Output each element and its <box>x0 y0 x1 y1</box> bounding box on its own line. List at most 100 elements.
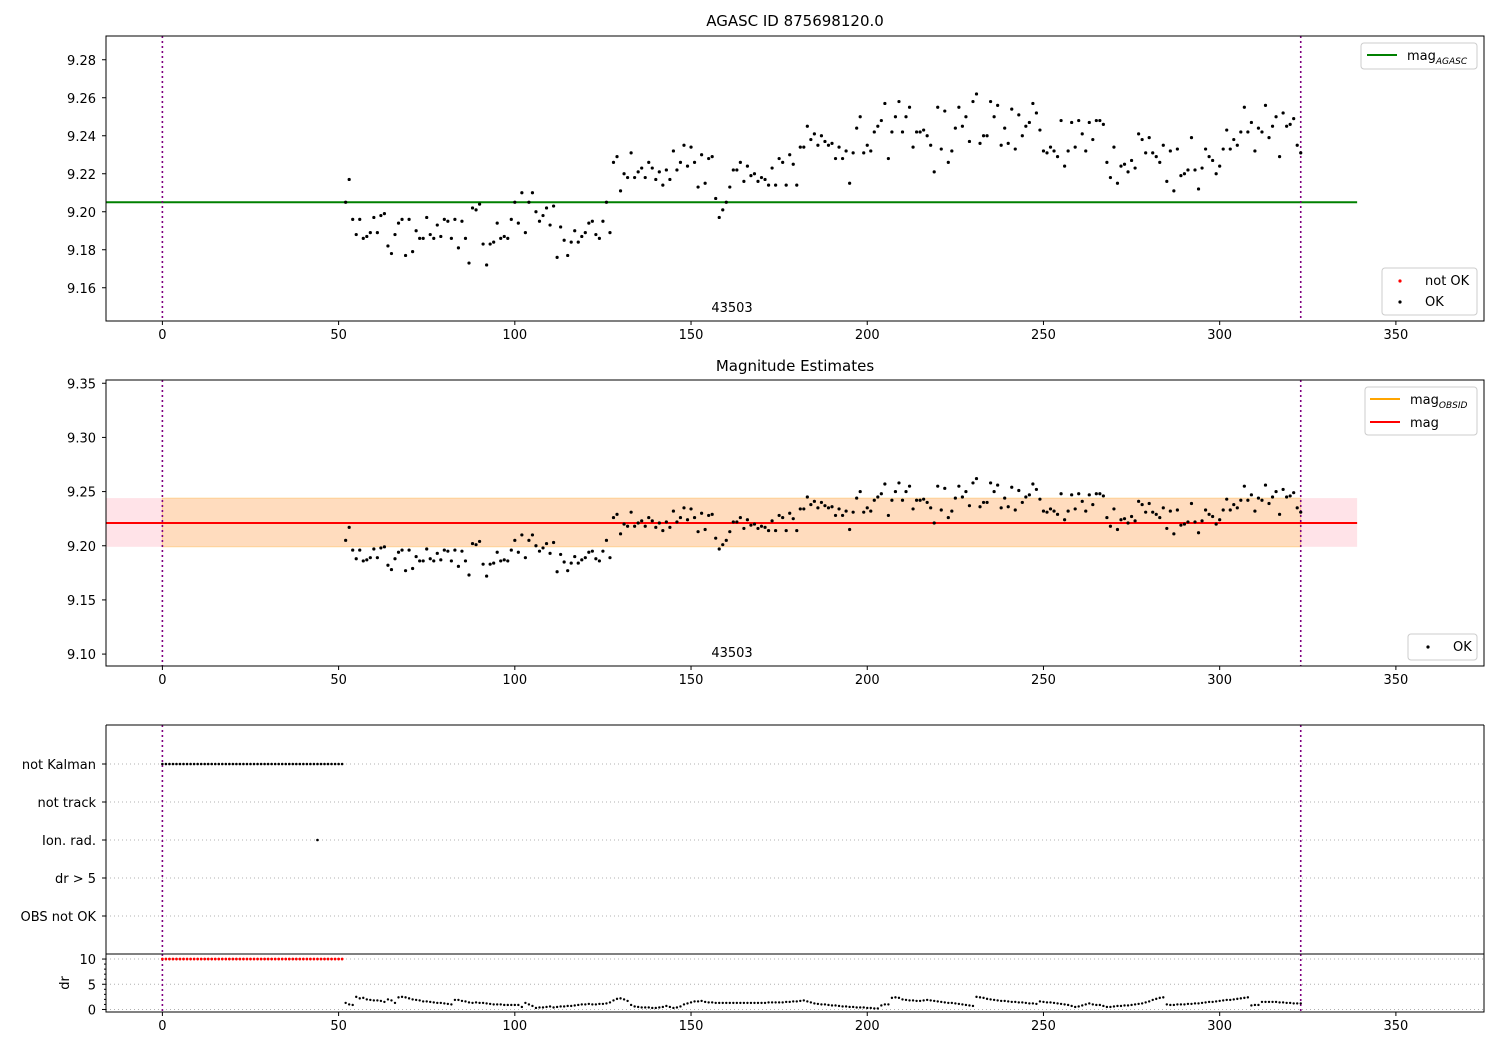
agasc-ok-point <box>1101 122 1105 126</box>
dr-ok-point <box>844 1005 848 1008</box>
agasc-ok-point <box>449 236 453 240</box>
estimates-ok-point <box>805 495 809 499</box>
dr-not-ok-point <box>270 957 274 961</box>
agasc-ok-point <box>372 215 376 220</box>
estimates-ok-point <box>347 525 351 529</box>
agasc-ok-point <box>745 164 750 168</box>
dr-ok-point <box>784 1000 788 1004</box>
estimates-ok-point <box>1196 531 1201 535</box>
estimates-ok-point <box>1239 498 1243 502</box>
agasc-ok-point <box>344 200 348 204</box>
estimates-ok-point <box>837 507 841 511</box>
flag-point <box>252 762 256 766</box>
dr-ok-point <box>661 1005 665 1009</box>
agasc-ok-point <box>996 103 1000 107</box>
estimates-ok-point <box>664 520 668 524</box>
dr-ok-point <box>1144 1001 1147 1004</box>
agasc-ok-point <box>365 234 369 239</box>
estimates-ok-point <box>1084 509 1088 513</box>
agasc-ok-point <box>509 217 513 221</box>
dr-not-ok-point <box>291 957 295 961</box>
estimates-ok-point <box>819 500 824 505</box>
estimates-ok-point <box>752 522 757 526</box>
dr-ok-point <box>746 1001 749 1005</box>
estimates-ok-point <box>988 481 993 485</box>
agasc-ok-point <box>566 253 570 258</box>
agasc-xtick-label: 150 <box>679 328 704 343</box>
estimates-ok-point <box>463 559 468 563</box>
estimates-ok-point <box>936 484 940 488</box>
estimates-ok-point <box>1027 493 1031 497</box>
estimates-ok-point <box>439 558 443 562</box>
legend-label-mag: mag <box>1410 416 1439 431</box>
dr-ok-point <box>453 998 457 1002</box>
flag-point <box>340 762 344 766</box>
dr-ok-point <box>703 1000 707 1004</box>
dr-ok-point <box>1126 1004 1130 1007</box>
agasc-xtick-label: 100 <box>502 328 527 343</box>
agasc-ok-point <box>897 99 901 104</box>
dr-ok-point <box>615 997 619 1001</box>
dr-ok-point <box>940 1000 943 1004</box>
dr-ok-point <box>933 999 936 1003</box>
flag-point <box>171 762 175 766</box>
dr-ok-point <box>1133 1003 1137 1006</box>
dr-ok-point <box>407 997 411 1000</box>
agasc-ok-point <box>625 175 630 180</box>
dr-ok-point <box>961 1003 964 1006</box>
estimates-ok-point <box>477 539 482 544</box>
dr-ok-point <box>629 1003 633 1007</box>
dr-ok-point <box>605 1002 608 1005</box>
dr-ok-point <box>1003 999 1006 1003</box>
dr-not-ok-point <box>227 957 231 961</box>
dr-ok-point <box>1073 1005 1077 1009</box>
agasc-ok-point <box>872 130 876 134</box>
dr-not-ok-point <box>305 957 309 961</box>
dr-ok-point <box>1281 1001 1285 1004</box>
estimates-ok-point <box>1010 485 1014 489</box>
estimates-ok-point <box>1221 508 1225 512</box>
flag-point <box>235 762 238 766</box>
agasc-ok-point <box>1013 147 1017 151</box>
agasc-ok-point <box>876 124 880 128</box>
dr-ok-point <box>524 1001 527 1005</box>
dr-ok-point <box>947 1001 950 1005</box>
dr-ok-point <box>386 998 390 1001</box>
estimates-ok-point <box>823 504 827 508</box>
dr-not-ok-point <box>298 957 302 961</box>
flag-point <box>189 762 192 766</box>
estimates-ok-point <box>812 499 816 503</box>
agasc-ok-point <box>781 160 785 164</box>
flag-point <box>178 762 182 766</box>
agasc-ok-point <box>809 137 813 142</box>
dr-ok-point <box>541 1006 545 1009</box>
agasc-ok-point <box>456 246 461 250</box>
estimates-ok-point <box>633 524 637 528</box>
estimates-ok-point <box>886 513 890 518</box>
estimates-ok-point <box>1235 506 1239 510</box>
agasc-ok-point <box>988 99 993 104</box>
dr-ok-point <box>975 995 978 999</box>
flag-point <box>242 762 245 766</box>
estimates-ok-point <box>1232 502 1236 507</box>
dr-ok-point <box>510 1003 513 1007</box>
flag-point <box>245 762 249 766</box>
estimates-ok-point <box>925 500 929 505</box>
agasc-ok-point <box>657 170 661 174</box>
estimates-ok-point <box>1172 532 1176 536</box>
agasc-ok-point <box>943 109 947 113</box>
agasc-ok-point <box>950 149 954 153</box>
estimates-xtick-label: 0 <box>158 673 166 688</box>
flag-point <box>280 762 284 766</box>
dr-ok-point <box>580 1003 583 1006</box>
estimates-ok-point <box>414 554 418 559</box>
dr-ok-point <box>1098 1003 1102 1007</box>
agasc-ok-point <box>411 250 415 254</box>
agasc-ok-point <box>1052 149 1056 153</box>
estimates-ok-point <box>1285 495 1289 499</box>
estimates-ok-point <box>382 545 387 549</box>
dr-ok-point <box>957 1002 961 1006</box>
dr-ok-point <box>1172 1003 1176 1007</box>
estimates-ok-point <box>742 526 746 531</box>
agasc-ok-point <box>1151 151 1155 155</box>
